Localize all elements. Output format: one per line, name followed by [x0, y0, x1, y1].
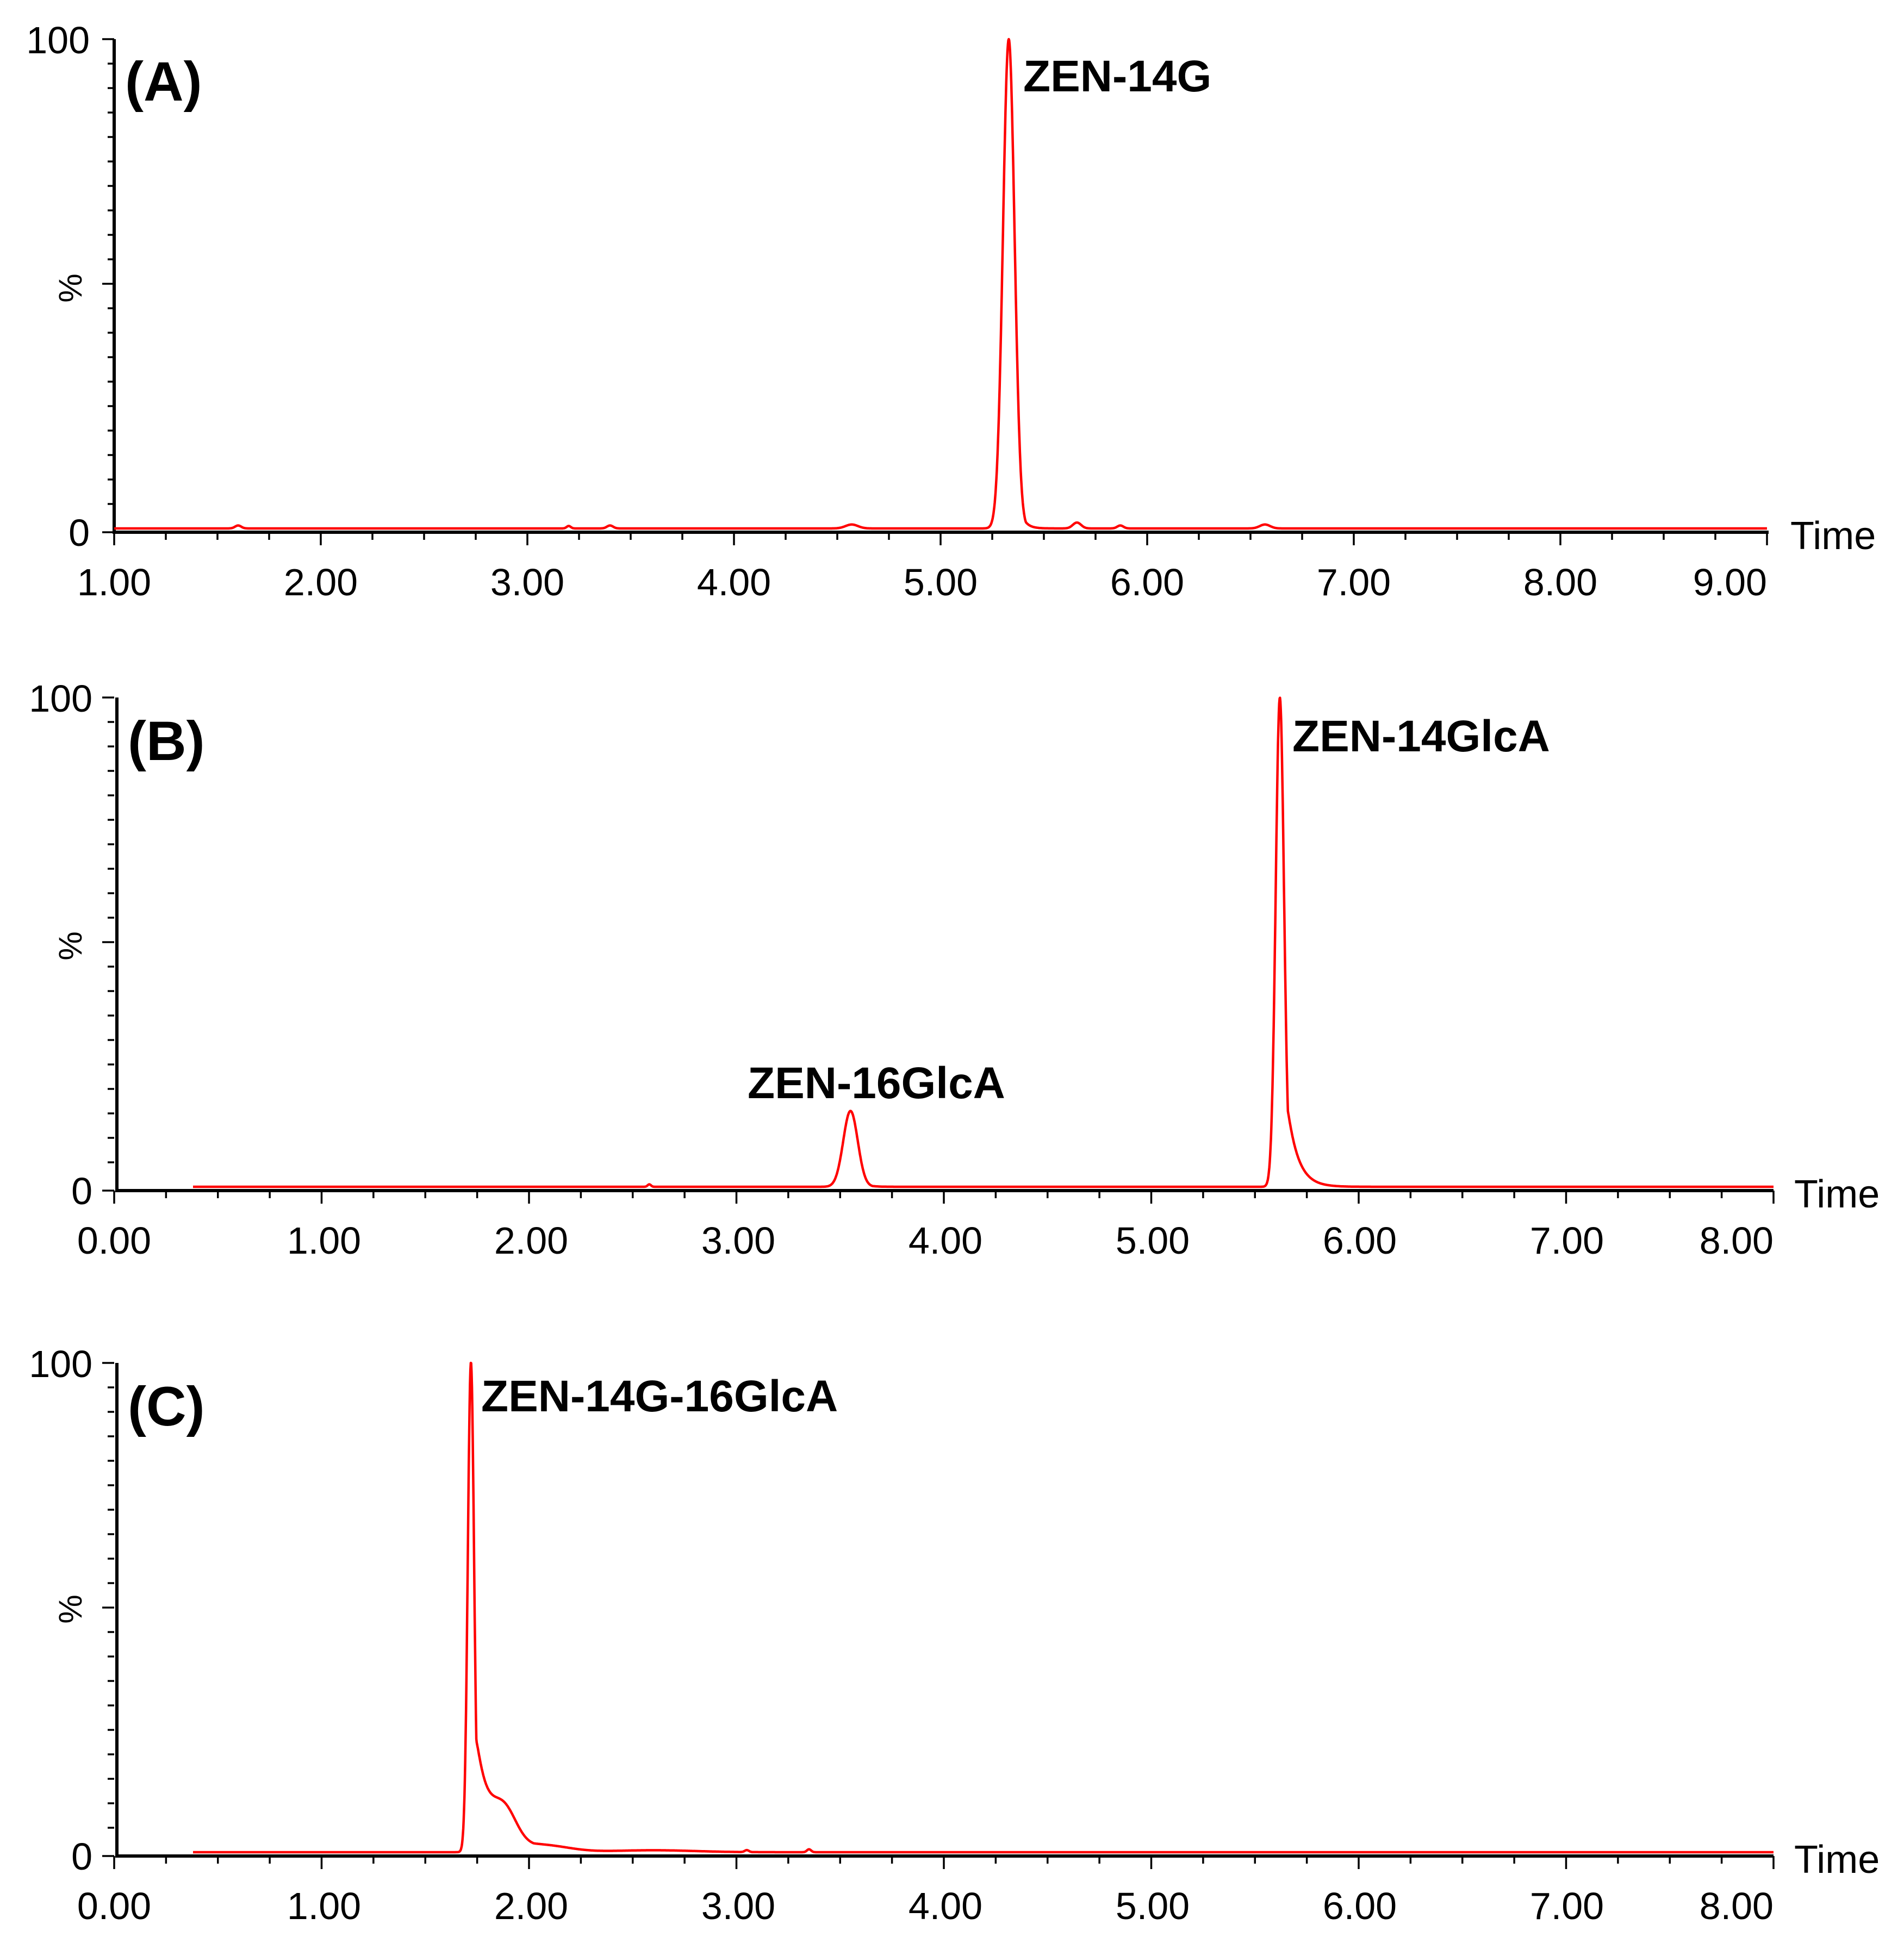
panel-b-x-tick-label-8: 8.00 — [1700, 1219, 1774, 1262]
panel-b-x-ticks — [113, 1191, 1775, 1204]
panel-b-y-tick-label-0: 0 — [71, 1170, 92, 1212]
panel-c-x-tick-label-3: 3.00 — [701, 1885, 775, 1927]
panel-a-x-tick-labels: 1.00 2.00 3.00 4.00 5.00 6.00 7.00 8.00 … — [77, 561, 1767, 603]
panel-a-y-minor-ticks — [102, 38, 114, 533]
panel-b-x-tick-label-6: 6.00 — [1323, 1219, 1397, 1262]
panel-b-y-tick-label-100: 100 — [29, 677, 92, 720]
panel-b-y-axis-label: % — [52, 931, 89, 960]
panel-c-x-tick-label-5: 5.00 — [1116, 1885, 1190, 1927]
panel-b-trace — [192, 696, 1775, 1188]
panel-a-x-tick-label-9: 9.00 — [1693, 561, 1767, 603]
panel-a-x-tick-label-3: 3.00 — [490, 561, 564, 603]
panel-c-x-tick-label-7: 7.00 — [1530, 1885, 1604, 1927]
panel-b-x-tick-label-5: 5.00 — [1116, 1219, 1190, 1262]
panel-b-x-tick-label-1: 1.00 — [287, 1219, 361, 1262]
panel-a-y-axis-label: % — [52, 273, 89, 302]
panel-c-x-axis-label: Time — [1794, 1838, 1880, 1882]
panel-a: 100 0 % Time 1.00 2.00 3.00 4.00 5.00 6.… — [26, 19, 1876, 603]
panel-c-y-minor-ticks — [102, 1362, 114, 1857]
panel-b-x-tick-label-3: 3.00 — [701, 1219, 775, 1262]
panel-c-trace — [192, 1361, 1775, 1854]
panel-a-x-tick-label-4: 4.00 — [697, 561, 771, 603]
panel-a-x-tick-label-7: 7.00 — [1317, 561, 1391, 603]
panel-c: 100 0 % Time 0.00 1.00 2.00 3.00 4.00 5.… — [29, 1343, 1880, 1927]
panel-b-peak-label-zen-16glca: ZEN-16GlcA — [748, 1058, 1005, 1108]
panel-a-x-tick-label-2: 2.00 — [284, 561, 358, 603]
panel-c-peak-label-zen-14g-16glca: ZEN-14G-16GlcA — [481, 1372, 838, 1421]
panel-c-x-tick-label-0: 0.00 — [77, 1885, 151, 1927]
panel-c-y-axis-label: % — [52, 1595, 89, 1623]
panel-b-x-tick-label-4: 4.00 — [909, 1219, 982, 1262]
panel-a-y-tick-label-0: 0 — [69, 512, 90, 554]
panel-a-x-tick-label-5: 5.00 — [904, 561, 978, 603]
panel-a-x-tick-label-8: 8.00 — [1523, 561, 1597, 603]
panel-a-peak-label-zen-14g: ZEN-14G — [1023, 52, 1211, 101]
panel-b-label: (B) — [128, 710, 205, 772]
panel-c-y-tick-label-100: 100 — [29, 1343, 92, 1385]
panel-c-x-tick-label-8: 8.00 — [1700, 1885, 1774, 1927]
panel-b-y-minor-ticks — [102, 696, 114, 1192]
panel-a-x-tick-label-1: 1.00 — [77, 561, 151, 603]
panel-a-x-ticks — [113, 532, 1768, 545]
panel-b-x-axis-label: Time — [1794, 1173, 1880, 1216]
panel-b: 100 0 % Time 0.00 1.00 2.00 3.00 4.00 5.… — [29, 677, 1880, 1262]
panel-a-x-axis-label: Time — [1790, 514, 1876, 558]
panel-a-label: (A) — [125, 51, 202, 113]
panel-b-x-tick-labels: 0.00 1.00 2.00 3.00 4.00 5.00 6.00 7.00 … — [77, 1219, 1774, 1262]
panel-a-y-tick-label-100: 100 — [26, 19, 90, 61]
panel-c-x-tick-label-1: 1.00 — [287, 1885, 361, 1927]
panel-b-x-tick-label-7: 7.00 — [1530, 1219, 1604, 1262]
panel-a-trace — [113, 38, 1768, 530]
panel-a-x-tick-label-6: 6.00 — [1110, 561, 1184, 603]
panel-b-x-tick-label-0: 0.00 — [77, 1219, 151, 1262]
panel-c-label: (C) — [128, 1375, 205, 1437]
panel-b-x-tick-label-2: 2.00 — [494, 1219, 568, 1262]
panel-c-y-tick-label-0: 0 — [71, 1835, 92, 1878]
panel-c-x-tick-labels: 0.00 1.00 2.00 3.00 4.00 5.00 6.00 7.00 … — [77, 1885, 1774, 1927]
panel-b-peak-label-zen-14glca: ZEN-14GlcA — [1292, 712, 1550, 761]
panel-c-x-ticks — [113, 1856, 1775, 1869]
panel-c-x-tick-label-2: 2.00 — [494, 1885, 568, 1927]
panel-c-x-tick-label-6: 6.00 — [1323, 1885, 1397, 1927]
panel-c-x-tick-label-4: 4.00 — [909, 1885, 982, 1927]
